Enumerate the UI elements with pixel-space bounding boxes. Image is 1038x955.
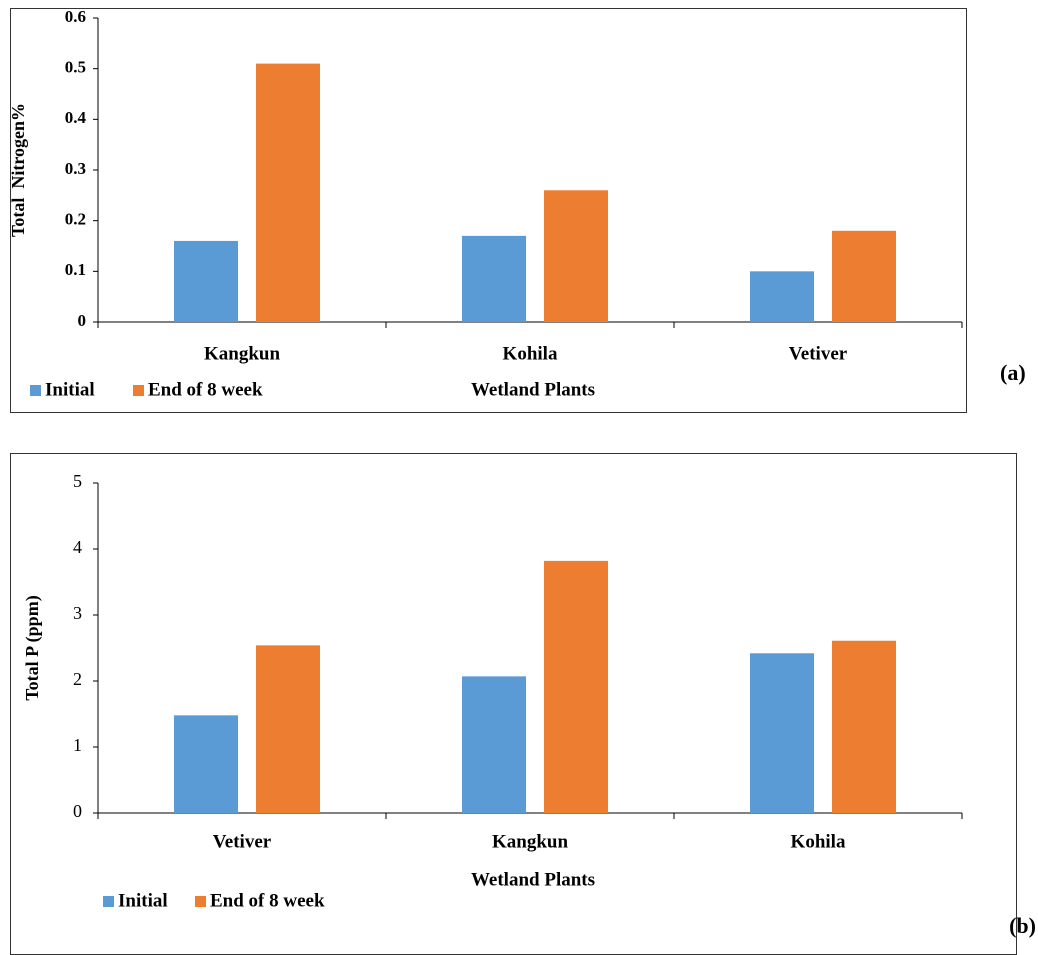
x-tick-label: Kohila: [791, 831, 846, 852]
x-tick-label: Kohila: [503, 343, 558, 364]
x-tick-label: Kangkun: [204, 343, 280, 364]
legend-swatch: [195, 896, 206, 907]
y-tick-label: 0.3: [65, 159, 86, 178]
legend-label: End of 8 week: [148, 379, 263, 400]
bar: [174, 715, 238, 813]
bar: [544, 560, 608, 813]
panel-label: (b): [1009, 913, 1036, 938]
bar: [256, 63, 320, 322]
legend-swatch: [133, 385, 144, 396]
y-tick-label: 4: [73, 537, 82, 557]
y-tick-label: 0: [78, 311, 87, 330]
legend-label: Initial: [118, 890, 168, 911]
bar: [544, 190, 608, 322]
legend-swatch: [103, 896, 114, 907]
x-tick-label: Vetiver: [213, 831, 272, 852]
bar: [832, 640, 896, 813]
bar: [462, 235, 526, 322]
y-tick-label: 3: [73, 603, 82, 623]
panel-label: (a): [1000, 360, 1026, 385]
bar: [832, 230, 896, 322]
y-tick-label: 1: [73, 735, 82, 755]
legend-label: Initial: [45, 379, 95, 400]
y-tick-label: 2: [73, 669, 82, 689]
y-axis-label: Total P (ppm): [22, 595, 43, 700]
bar: [256, 645, 320, 813]
x-tick-label: Vetiver: [789, 343, 848, 364]
y-tick-label: 0.5: [65, 58, 86, 77]
y-tick-label: 0.1: [65, 260, 86, 279]
y-tick-label: 0: [73, 801, 82, 821]
bar: [750, 653, 814, 813]
y-axis-label: Total Nitrogen%: [8, 103, 28, 237]
x-axis-label: Wetland Plants: [471, 869, 595, 890]
legend-label: End of 8 week: [210, 890, 325, 911]
frame-a: [10, 8, 967, 413]
bar: [462, 676, 526, 813]
x-tick-label: Kangkun: [492, 831, 568, 852]
y-tick-label: 0.6: [65, 7, 86, 26]
y-tick-label: 5: [73, 471, 82, 491]
x-axis-label: Wetland Plants: [471, 379, 595, 400]
y-tick-label: 0.4: [65, 108, 87, 127]
y-tick-label: 0.2: [65, 210, 86, 229]
bar: [750, 271, 814, 322]
legend-swatch: [30, 385, 41, 396]
bar: [174, 240, 238, 322]
